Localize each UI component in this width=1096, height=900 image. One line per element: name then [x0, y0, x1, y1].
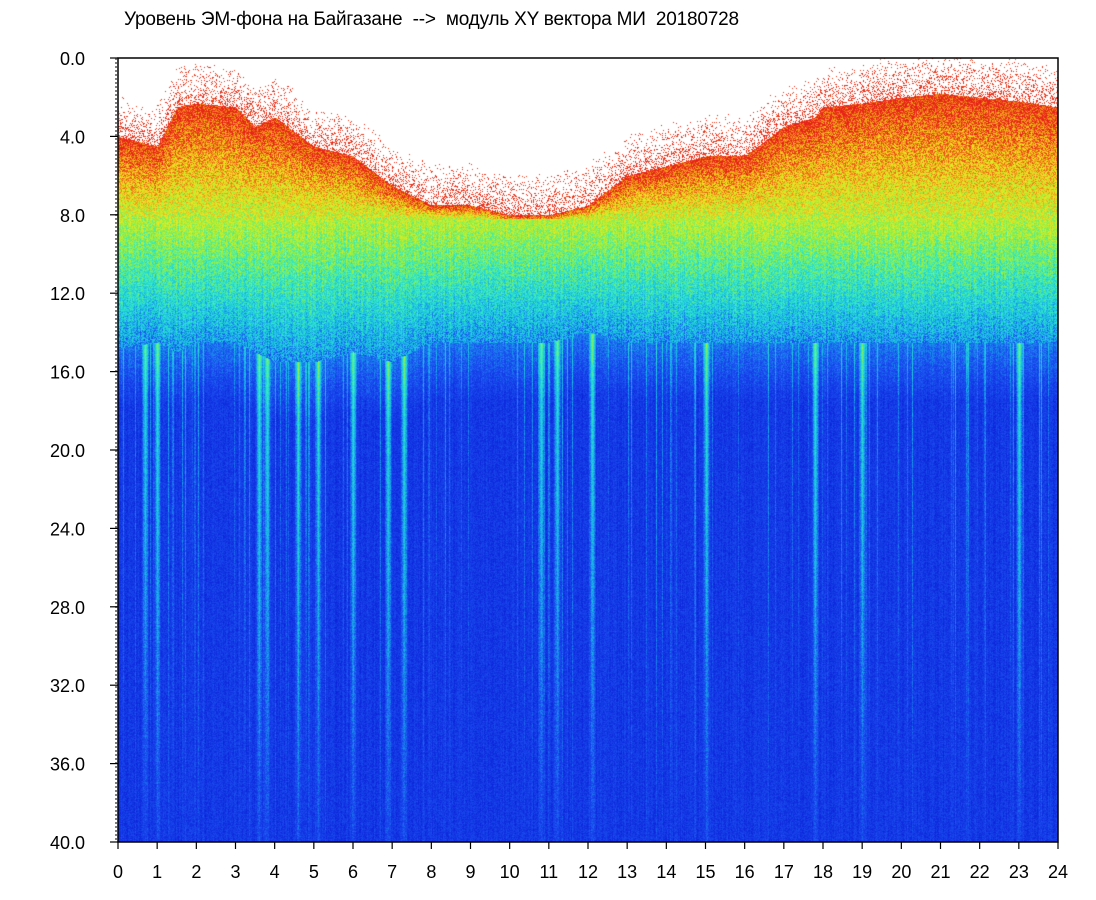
chart-title: Уровень ЭМ-фона на Байгазане --> модуль … [124, 9, 739, 30]
x-tick-label: 9 [465, 862, 475, 882]
y-tick-label: 8.0 [60, 206, 85, 226]
x-tick-label: 13 [617, 862, 637, 882]
x-tick-label: 18 [813, 862, 833, 882]
x-tick-label: 10 [500, 862, 520, 882]
x-tick-label: 16 [735, 862, 755, 882]
x-axis: 0 1 2 3 4 5 6 7 8 9 10 11 12 13 14 15 16 17 18 19 20 21 22 23 24 [113, 842, 1068, 882]
y-tick-label: 12.0 [50, 284, 85, 304]
y-axis: 0.0 4.0 8.0 12.0 16.0 20.0 24.0 28.0 32.0 36.0 40.… [50, 49, 118, 853]
x-tick-label: 8 [426, 862, 436, 882]
x-tick-label: 1 [152, 862, 162, 882]
x-tick-label: 7 [387, 862, 397, 882]
plot-area [118, 58, 1058, 842]
x-tick-label: 15 [695, 862, 715, 882]
y-tick-label: 36.0 [50, 755, 85, 775]
y-tick-label: 28.0 [50, 598, 85, 618]
x-tick-label: 14 [656, 862, 676, 882]
y-tick-label: 40.0 [50, 833, 85, 853]
x-tick-label: 3 [230, 862, 240, 882]
x-tick-label: 24 [1048, 862, 1068, 882]
x-tick-label: 5 [309, 862, 319, 882]
x-tick-label: 0 [113, 862, 123, 882]
y-tick-label: 0.0 [60, 49, 85, 69]
y-tick-label: 20.0 [50, 441, 85, 461]
x-tick-label: 12 [578, 862, 598, 882]
x-tick-label: 20 [891, 862, 911, 882]
x-tick-label: 21 [930, 862, 950, 882]
x-tick-label: 17 [774, 862, 794, 882]
spectrogram-heatmap [118, 58, 1058, 842]
x-tick-label: 19 [852, 862, 872, 882]
x-tick-label: 11 [539, 862, 558, 882]
x-tick-label: 23 [1009, 862, 1029, 882]
y-tick-label: 4.0 [60, 127, 85, 147]
x-tick-label: 2 [191, 862, 201, 882]
y-tick-label: 32.0 [50, 676, 85, 696]
x-tick-label: 6 [348, 862, 358, 882]
x-tick-label: 22 [970, 862, 990, 882]
x-tick-label: 4 [270, 862, 280, 882]
y-tick-label: 16.0 [50, 363, 85, 383]
y-tick-label: 24.0 [50, 519, 85, 539]
